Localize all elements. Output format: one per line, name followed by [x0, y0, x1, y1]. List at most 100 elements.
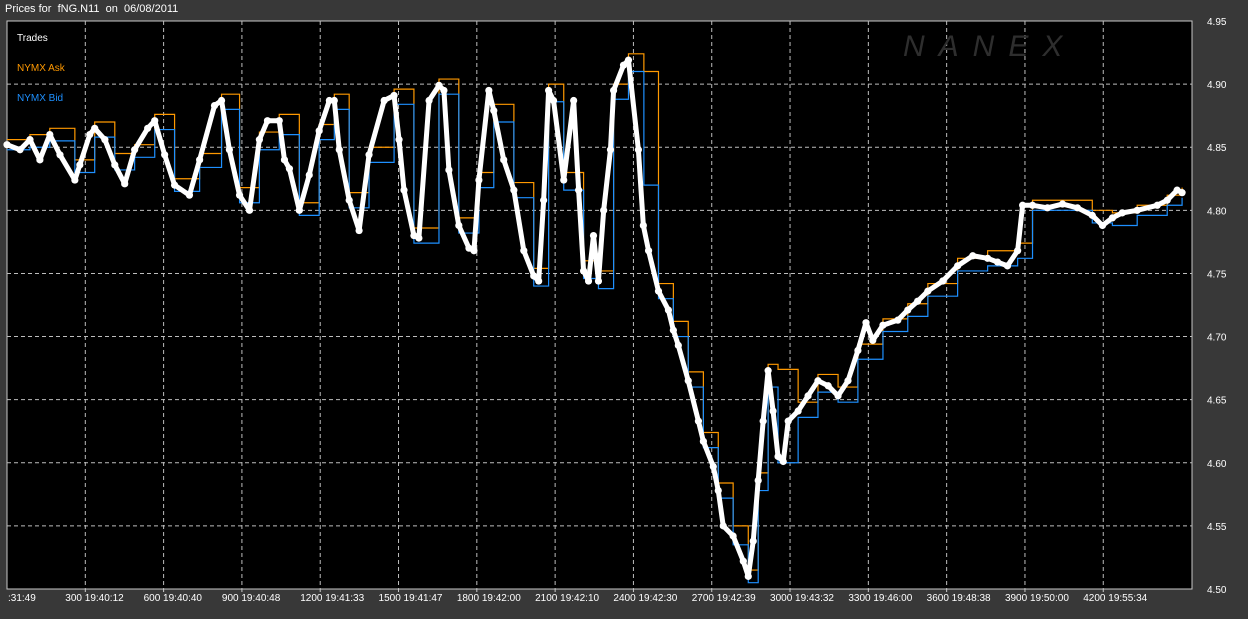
trade-point	[510, 186, 518, 194]
trade-point	[101, 136, 109, 144]
trade-point	[530, 272, 538, 280]
trade-point	[111, 161, 119, 169]
trade-point	[161, 151, 169, 159]
trade-point	[634, 146, 642, 154]
trade-point	[784, 417, 792, 425]
trade-point	[575, 186, 583, 194]
x-tick-label: 600 19:40:40	[144, 593, 203, 604]
trade-point	[395, 136, 403, 144]
trade-point	[3, 141, 11, 149]
trade-point	[644, 247, 653, 255]
x-tick-label: 300 19:40:12	[65, 593, 124, 604]
trade-point	[380, 96, 388, 105]
y-tick-label: 4.90	[1207, 80, 1227, 91]
trade-point	[654, 287, 663, 295]
trade-point	[699, 437, 707, 445]
trade-point	[804, 392, 812, 400]
trade-point	[729, 532, 737, 540]
trade-point	[245, 206, 254, 214]
trade-point	[570, 96, 578, 105]
trade-point	[744, 572, 752, 580]
legend: Trades NYMX Ask NYMX Bid	[17, 33, 66, 104]
trade-point	[639, 221, 647, 230]
trade-point	[390, 91, 398, 100]
y-tick-label: 4.70	[1207, 333, 1227, 344]
trade-point	[185, 191, 194, 199]
trade-point	[560, 176, 568, 184]
trade-point	[540, 196, 548, 204]
trade-point	[315, 127, 323, 135]
legend-nymx-bid: NYMX Bid	[17, 93, 63, 104]
trade-point	[669, 326, 677, 334]
trade-point	[984, 254, 992, 262]
trade-point	[609, 86, 618, 95]
trade-point	[694, 417, 703, 425]
trade-point	[600, 206, 608, 214]
grid	[7, 21, 1192, 589]
trade-point	[719, 522, 727, 530]
trade-point	[475, 176, 483, 184]
trade-point	[594, 277, 603, 285]
trade-point	[754, 476, 762, 485]
trade-point	[862, 319, 870, 327]
trade-point	[924, 287, 932, 295]
trade-point	[684, 377, 692, 385]
plot-area	[6, 20, 1193, 590]
trade-point	[779, 457, 787, 466]
trade-point	[415, 234, 423, 242]
trade-point	[1178, 189, 1186, 197]
trade-point	[619, 61, 628, 69]
trade-point	[894, 316, 902, 324]
trade-point	[275, 117, 283, 125]
trade-point	[440, 86, 448, 95]
trade-point	[445, 166, 453, 174]
trade-point	[1108, 214, 1116, 222]
trade-point	[709, 462, 717, 471]
y-tick-label: 4.80	[1207, 206, 1227, 217]
trade-point	[674, 341, 682, 349]
y-axis: 4.95 4.90 4.85 4.80 4.75 4.70 4.65 4.60 4.55 4.50	[1207, 17, 1227, 596]
x-tick-label: 1200 19:41:33	[300, 593, 364, 604]
x-tick-label: 1500 19:41:47	[379, 593, 443, 604]
trade-point	[914, 297, 922, 305]
trade-point	[993, 258, 1002, 266]
trade-point	[769, 407, 777, 415]
trade-point	[235, 191, 244, 199]
trade-point	[1098, 221, 1107, 230]
trade-point	[589, 231, 598, 240]
trade-point	[814, 377, 822, 385]
trade-point	[739, 557, 747, 565]
trade-point	[400, 186, 408, 194]
trade-point	[1133, 206, 1141, 214]
trade-point	[76, 161, 84, 169]
trade-point	[624, 56, 633, 64]
trade-point	[121, 180, 129, 188]
trade-point	[16, 146, 24, 154]
trade-point	[455, 221, 463, 230]
trade-point	[749, 537, 757, 545]
trade-point	[56, 151, 64, 159]
x-tick-label: 3900 19:50:00	[1005, 593, 1069, 604]
trade-point	[904, 306, 912, 314]
trade-point	[869, 336, 877, 344]
trade-point	[579, 267, 588, 275]
trade-point	[365, 151, 373, 159]
trade-point	[26, 136, 34, 144]
trade-point	[285, 165, 294, 173]
trade-point	[325, 96, 333, 105]
trade-point	[774, 452, 782, 461]
trade-point	[280, 156, 289, 164]
y-tick-label: 4.50	[1207, 585, 1227, 596]
y-tick-label: 4.75	[1207, 269, 1227, 280]
y-tick-label: 4.85	[1207, 143, 1227, 154]
trade-point	[1014, 247, 1022, 255]
legend-nymx-ask: NYMX Ask	[17, 63, 66, 74]
trade-point	[520, 247, 528, 255]
trade-point	[330, 96, 338, 105]
x-tick-label: :31:49	[8, 593, 36, 604]
x-tick-label: 2100 19:42:10	[535, 593, 599, 604]
series-layer	[3, 53, 1186, 584]
trade-point	[91, 124, 99, 132]
trade-point	[844, 377, 852, 385]
